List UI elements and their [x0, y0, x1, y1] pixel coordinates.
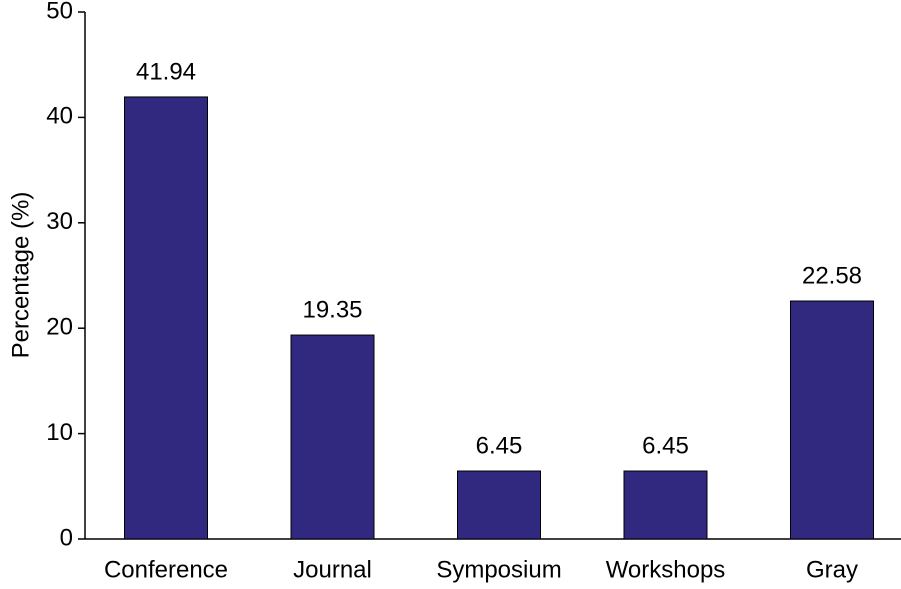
bar — [290, 334, 375, 540]
data-label: 6.45 — [476, 432, 523, 459]
y-tick-label: 10 — [46, 419, 73, 446]
y-tick-label: 0 — [60, 524, 73, 551]
y-tick-label: 40 — [46, 103, 73, 130]
bar — [124, 96, 208, 540]
y-tick-label: 30 — [46, 208, 73, 235]
data-label: 6.45 — [642, 432, 689, 459]
bar — [790, 300, 874, 540]
bar — [457, 470, 541, 540]
y-tick-label: 20 — [46, 314, 73, 341]
bar — [623, 470, 708, 540]
x-tick-label: Symposium — [436, 556, 561, 583]
data-label: 19.35 — [302, 296, 362, 323]
y-tick-label: 50 — [46, 0, 73, 24]
x-tick-label: Workshops — [606, 556, 726, 583]
y-axis-label: Percentage (%) — [7, 192, 34, 359]
x-tick-label: Journal — [293, 556, 372, 583]
x-tick-label: Gray — [806, 556, 858, 583]
data-label: 22.58 — [802, 262, 862, 289]
x-tick-label: Conference — [104, 556, 228, 583]
data-label: 41.94 — [136, 58, 196, 85]
